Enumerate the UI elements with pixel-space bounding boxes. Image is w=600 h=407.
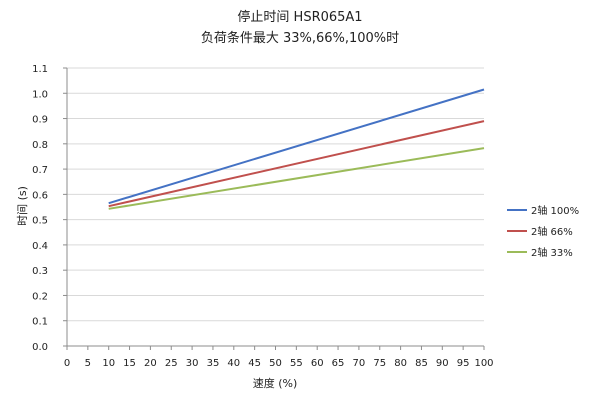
x-tick-label: 65 — [332, 358, 345, 369]
y-tick-label: 0.1 — [32, 317, 48, 328]
chart-title: 停止时间 HSR065A1 — [237, 9, 362, 25]
x-tick-label: 60 — [311, 358, 324, 369]
x-tick-label: 40 — [227, 358, 240, 369]
x-tick-label: 35 — [207, 358, 220, 369]
legend-label: 2轴 66% — [531, 225, 573, 238]
x-tick-label: 75 — [373, 358, 386, 369]
chart-subtitle: 负荷条件最大 33%,66%,100%时 — [201, 30, 399, 46]
x-tick-label: 80 — [394, 358, 407, 369]
x-tick-label: 70 — [353, 358, 366, 369]
y-tick-label: 0.0 — [32, 342, 48, 353]
x-tick-label: 45 — [248, 358, 261, 369]
x-tick-label: 100 — [474, 358, 493, 369]
x-tick-label: 25 — [165, 358, 178, 369]
y-tick-label: 0.6 — [32, 190, 48, 201]
x-tick-label: 50 — [269, 358, 282, 369]
y-tick-label: 1.0 — [32, 89, 48, 100]
y-axis-label: 时间 (s) — [16, 186, 29, 226]
x-tick-label: 5 — [85, 358, 91, 369]
axes: 0.0 0.1 0.2 0.3 0.4 0.5 0.6 0.7 0.8 0.9 1.0 1.1 0 5 10… — [32, 64, 493, 369]
series-line-1 — [108, 120, 485, 208]
x-axis-label: 速度 (%) — [253, 376, 298, 390]
y-tick-label: 0.2 — [32, 291, 48, 302]
x-tick-label: 0 — [64, 358, 70, 369]
grid-lines — [67, 67, 484, 347]
x-tick-label: 95 — [457, 358, 470, 369]
x-tick-label: 20 — [144, 358, 157, 369]
y-tick-label: 0.4 — [32, 241, 48, 252]
x-tick-label: 30 — [186, 358, 199, 369]
x-tick-label: 55 — [290, 358, 303, 369]
series-line-0 — [108, 88, 485, 205]
legend-label: 2轴 100% — [531, 204, 579, 217]
y-tick-label: 0.5 — [32, 216, 48, 227]
legend: 2轴 100% 2轴 66% 2轴 33% — [507, 204, 579, 259]
x-tick-label: 10 — [102, 358, 115, 369]
series-lines — [108, 88, 485, 210]
y-tick-label: 0.8 — [32, 140, 48, 151]
y-tick-label: 0.3 — [32, 266, 48, 277]
x-tick-label: 15 — [123, 358, 136, 369]
y-tick-label: 1.1 — [32, 64, 48, 75]
series-line-2 — [108, 147, 485, 210]
y-tick-label: 0.7 — [32, 165, 48, 176]
legend-label: 2轴 33% — [531, 246, 573, 259]
y-tick-label: 0.9 — [32, 115, 48, 126]
x-tick-label: 85 — [415, 358, 428, 369]
x-tick-label: 90 — [436, 358, 449, 369]
